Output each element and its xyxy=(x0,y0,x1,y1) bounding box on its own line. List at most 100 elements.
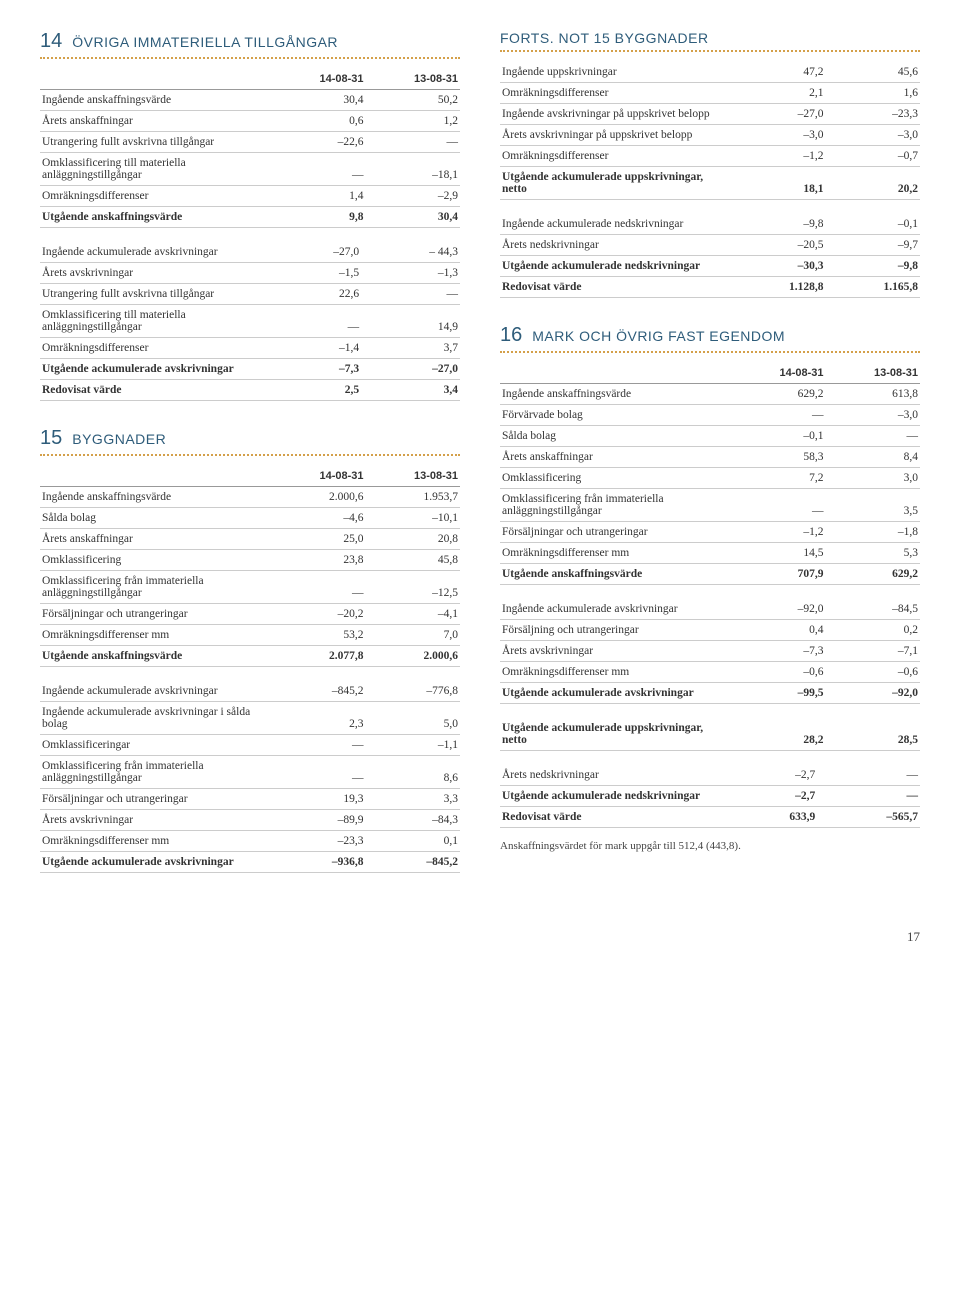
table-row: Omklassificering från immateriella anläg… xyxy=(40,756,460,789)
row-label: Utgående anskaffningsvärde xyxy=(40,207,271,228)
row-value: 28,2 xyxy=(731,718,826,751)
table-row: Årets anskaffningar25,020,8 xyxy=(40,529,460,550)
row-label: Redovisat värde xyxy=(500,277,731,298)
row-value: –565,7 xyxy=(817,807,920,828)
col-header: 14-08-31 xyxy=(271,69,366,90)
row-value: –0,1 xyxy=(826,214,921,235)
row-value: — xyxy=(271,305,361,338)
row-label: Omklassificering från immateriella anläg… xyxy=(500,489,731,522)
row-label: Årets anskaffningar xyxy=(40,529,271,550)
row-value: –3,0 xyxy=(826,405,921,426)
table-row: Omräkningsdifferenser mm–23,30,1 xyxy=(40,831,460,852)
row-value: — xyxy=(366,132,461,153)
row-label: Utgående ackumulerade avskrivningar xyxy=(500,683,731,704)
row-value: –20,5 xyxy=(731,235,826,256)
row-value: 1,2 xyxy=(366,111,461,132)
row-label: Ingående anskaffningsvärde xyxy=(40,90,271,111)
row-label: Försäljningar och utrangeringar xyxy=(40,604,271,625)
row-label: Utgående ackumulerade uppskrivningar, ne… xyxy=(500,167,731,200)
note-16-table-3: Utgående ackumulerade uppskrivningar, ne… xyxy=(500,718,920,751)
row-value: 14,9 xyxy=(361,305,460,338)
row-value: 3,0 xyxy=(826,468,921,489)
row-value: –22,6 xyxy=(271,132,366,153)
row-value: –27,0 xyxy=(731,104,826,125)
row-value: –23,3 xyxy=(271,831,366,852)
row-value: — xyxy=(361,284,460,305)
table-row: Årets avskrivningar–7,3–7,1 xyxy=(500,641,920,662)
table-row: Omklassificering från immateriella anläg… xyxy=(500,489,920,522)
table-row: Ingående ackumulerade avskrivningar–27,0… xyxy=(40,242,460,263)
row-label: Omräkningsdifferenser xyxy=(500,146,731,167)
row-label: Utgående anskaffningsvärde xyxy=(500,564,731,585)
row-value: 7,0 xyxy=(366,625,461,646)
row-label: Ingående anskaffningsvärde xyxy=(500,384,731,405)
row-label: Årets anskaffningar xyxy=(40,111,271,132)
row-label: Ingående ackumulerade avskrivningar xyxy=(500,599,731,620)
note-14-table-2: Ingående ackumulerade avskrivningar–27,0… xyxy=(40,242,460,401)
row-value: — xyxy=(826,426,921,447)
row-value: 25,0 xyxy=(271,529,366,550)
row-value: 3,5 xyxy=(826,489,921,522)
table-row: Omräkningsdifferenser–1,2–0,7 xyxy=(500,146,920,167)
row-value: –4,6 xyxy=(271,508,366,529)
row-value: –89,9 xyxy=(271,810,366,831)
table-row: Utgående anskaffningsvärde2.077,82.000,6 xyxy=(40,646,460,667)
table-row: Redovisat värde2,53,4 xyxy=(40,380,460,401)
row-value: — xyxy=(731,405,826,426)
row-label: Sålda bolag xyxy=(40,508,271,529)
row-value: –9,7 xyxy=(826,235,921,256)
row-label: Utrangering fullt avskrivna tillgångar xyxy=(40,132,271,153)
row-value: 1.953,7 xyxy=(366,487,461,508)
row-label: Utgående ackumulerade uppskrivningar, ne… xyxy=(500,718,731,751)
table-row: Årets anskaffningar0,61,2 xyxy=(40,111,460,132)
table-row: Utgående ackumulerade avskrivningar–99,5… xyxy=(500,683,920,704)
row-value: –1,1 xyxy=(366,735,461,756)
note-15-table: 14-08-31 13-08-31 Ingående anskaffningsv… xyxy=(40,466,460,667)
row-value: –3,0 xyxy=(731,125,826,146)
row-value: 19,3 xyxy=(271,789,366,810)
row-value: 9,8 xyxy=(271,207,366,228)
table-row: Förvärvade bolag—–3,0 xyxy=(500,405,920,426)
row-value: 3,3 xyxy=(366,789,461,810)
row-value: –7,1 xyxy=(826,641,921,662)
row-value: 2,5 xyxy=(271,380,361,401)
row-value: 22,6 xyxy=(271,284,361,305)
row-value: — xyxy=(271,571,366,604)
table-row: Utgående anskaffningsvärde707,9629,2 xyxy=(500,564,920,585)
row-value: 14,5 xyxy=(731,543,826,564)
row-value: –10,1 xyxy=(366,508,461,529)
table-row: Ingående ackumulerade nedskrivningar–9,8… xyxy=(500,214,920,235)
row-label: Ingående ackumulerade avskrivningar xyxy=(40,242,271,263)
row-value: 2.000,6 xyxy=(271,487,366,508)
row-label: Omklassificering xyxy=(40,550,271,571)
table-row: Ingående uppskrivningar47,245,6 xyxy=(500,62,920,83)
table-row: Sålda bolag–0,1— xyxy=(500,426,920,447)
table-row: Ingående avskrivningar på uppskrivet bel… xyxy=(500,104,920,125)
row-value: –9,8 xyxy=(826,256,921,277)
row-value: 47,2 xyxy=(731,62,826,83)
row-value: 0,6 xyxy=(271,111,366,132)
row-value: 629,2 xyxy=(826,564,921,585)
row-label: Ingående anskaffningsvärde xyxy=(40,487,271,508)
row-value: –92,0 xyxy=(826,683,921,704)
row-value: 5,3 xyxy=(826,543,921,564)
row-value: 2,1 xyxy=(731,83,826,104)
row-value: 30,4 xyxy=(271,90,366,111)
row-value: –84,5 xyxy=(826,599,921,620)
note-number: 14 xyxy=(40,30,62,53)
table-row: Omräkningsdifferenser2,11,6 xyxy=(500,83,920,104)
table-row: Årets anskaffningar58,38,4 xyxy=(500,447,920,468)
note-16: 16 MARK OCH ÖVRIG FAST EGENDOM 14-08-31 … xyxy=(500,324,920,852)
table-row: Utgående ackumulerade avskrivningar–7,3–… xyxy=(40,359,460,380)
row-label: Omräkningsdifferenser mm xyxy=(500,662,731,683)
row-value: 613,8 xyxy=(826,384,921,405)
note-15-cont: FORTS. NOT 15 BYGGNADER Ingående uppskri… xyxy=(500,30,920,298)
row-label: Omräkningsdifferenser xyxy=(40,338,271,359)
table-row: Omräkningsdifferenser mm53,27,0 xyxy=(40,625,460,646)
row-label: Utgående ackumulerade avskrivningar xyxy=(40,359,271,380)
row-value: –2,7 xyxy=(731,765,817,786)
row-label: Försäljning och utrangeringar xyxy=(500,620,731,641)
row-value: — xyxy=(817,765,920,786)
row-label: Omräkningsdifferenser mm xyxy=(40,831,271,852)
row-label: Omräkningsdifferenser mm xyxy=(500,543,731,564)
